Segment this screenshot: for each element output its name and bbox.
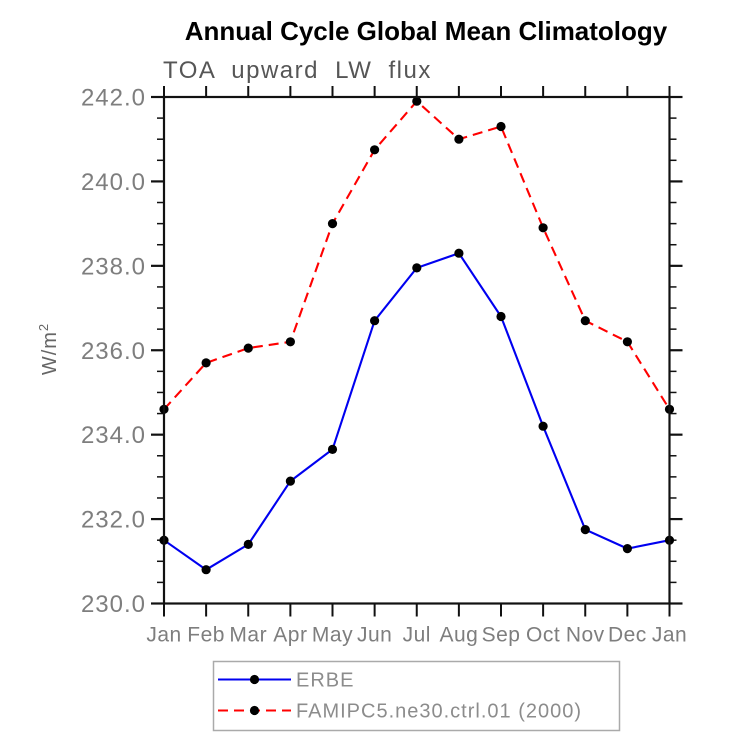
y-tick-label: 236.0 (81, 338, 146, 365)
data-point-marker (285, 337, 295, 347)
x-tick-label: Jan (652, 624, 687, 647)
x-tick-label: Oct (526, 624, 560, 647)
chart-subtitle: TOA upward LW flux (163, 57, 432, 84)
x-tick-label: Jul (403, 624, 431, 647)
x-tick-label: Mar (229, 624, 267, 647)
y-tick-label: 242.0 (81, 85, 146, 112)
data-point-marker (243, 539, 253, 550)
y-axis-title: W/m2 (36, 323, 61, 375)
data-point-marker (370, 316, 380, 326)
x-tick-label: Aug (439, 624, 478, 647)
x-tick-label: Dec (608, 624, 647, 647)
legend-entry-erbe: ERBE (218, 670, 354, 692)
data-point-marker (285, 476, 295, 486)
plot-frame (162, 95, 671, 605)
data-series (159, 96, 675, 575)
legend-entry-famipc5: FAMIPC5.ne30.ctrl.01 (2000) (218, 701, 582, 723)
x-tick-label: Apr (273, 624, 307, 647)
legend-label-famipc5: FAMIPC5.ne30.ctrl.01 (2000) (296, 701, 582, 723)
data-point-marker (243, 343, 253, 353)
legend-marker-dot (249, 674, 260, 685)
data-point-marker (496, 121, 506, 132)
data-point-marker (454, 134, 464, 144)
y-tick-label: 238.0 (81, 253, 146, 280)
data-point-marker (580, 316, 590, 326)
data-point-marker (412, 96, 422, 106)
data-point-marker (370, 145, 380, 155)
data-point-marker (327, 444, 338, 454)
legend-box (212, 660, 621, 732)
x-tick-label: Sep (482, 624, 521, 647)
y-tick-label: 230.0 (81, 591, 146, 618)
data-point-marker (496, 311, 506, 322)
x-tick-label: Feb (187, 624, 225, 647)
data-point-marker (201, 358, 211, 368)
y-tick-label: 232.0 (81, 507, 146, 534)
y-tick-label: 240.0 (81, 169, 146, 196)
data-point-marker (412, 263, 422, 273)
data-point-marker (538, 223, 548, 233)
data-point-marker (538, 421, 548, 431)
series-line-famipc5-ne30-ctrl-01-2000- (163, 99, 671, 411)
y-axis-title-superscript: 2 (36, 323, 51, 331)
x-tick-label: Jan (146, 624, 181, 647)
legend-marker-dot (249, 705, 260, 716)
data-point-marker (201, 565, 211, 575)
data-point-marker (622, 337, 633, 347)
legend: ERBE FAMIPC5.ne30.ctrl.01 (2000) (212, 660, 621, 732)
x-tick-label: Nov (566, 624, 605, 647)
data-point-marker (454, 248, 464, 258)
data-point-marker (580, 525, 590, 535)
y-tick-label: 234.0 (81, 422, 146, 449)
chart-title: Annual Cycle Global Mean Climatology (185, 16, 668, 46)
data-point-marker (327, 219, 338, 229)
axis-tick-labels: 230.0 232.0 234.0 236.0 238.0 240.0 242.0 Jan Fe… (81, 85, 687, 647)
series-line-erbe (163, 251, 670, 571)
legend-label-erbe: ERBE (296, 670, 354, 692)
data-point-marker (622, 544, 633, 554)
axis-ticks (151, 86, 683, 617)
x-tick-label: May (312, 624, 353, 647)
y-axis-title-base: W/m (39, 331, 61, 375)
x-tick-label: Jun (357, 624, 392, 647)
